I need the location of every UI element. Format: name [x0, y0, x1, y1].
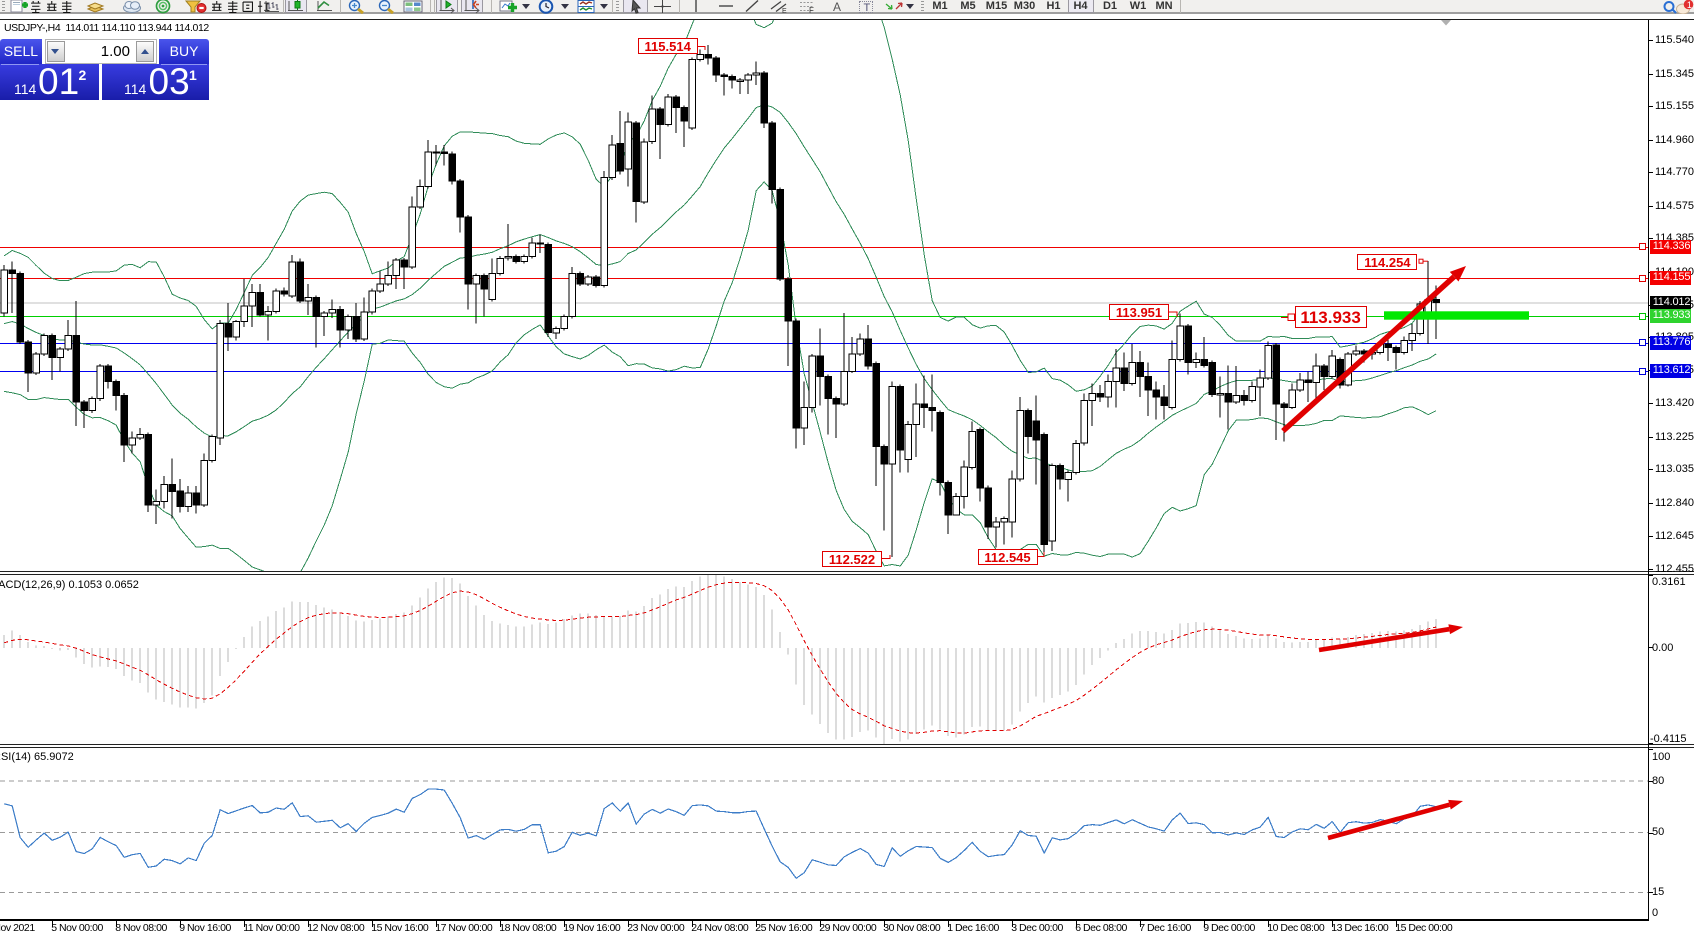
svg-text:1: 1 — [1687, 0, 1692, 10]
svg-text:T: T — [864, 2, 871, 14]
svg-text:A: A — [833, 0, 841, 14]
svg-text:F: F — [809, 6, 814, 14]
svg-text:E: E — [782, 8, 787, 14]
